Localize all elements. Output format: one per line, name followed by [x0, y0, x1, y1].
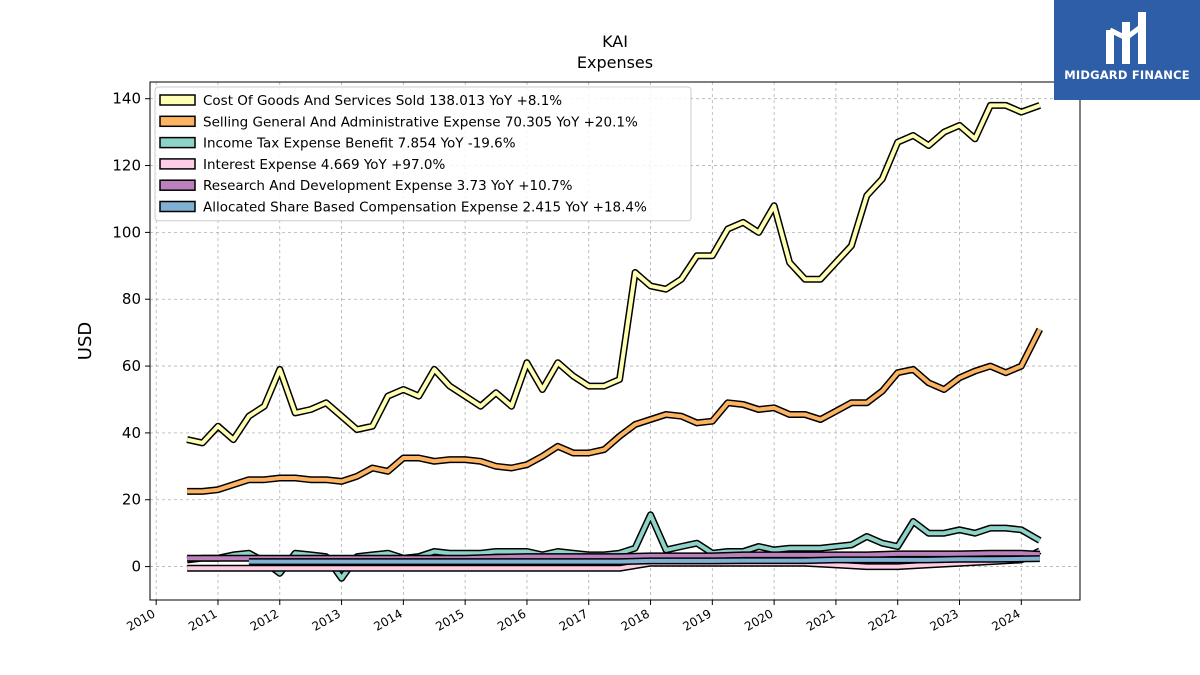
- y-tick-label: 80: [122, 290, 141, 308]
- y-tick-label: 40: [122, 424, 141, 442]
- legend-entry: Cost Of Goods And Services Sold 138.013 …: [203, 93, 562, 109]
- x-tick-label: 2022: [866, 606, 899, 633]
- chart-subtitle: Expenses: [577, 53, 653, 72]
- x-tick-label: 2010: [124, 606, 157, 633]
- x-tick-label: 2012: [248, 606, 281, 633]
- legend-swatch: [159, 115, 196, 128]
- legend-entry: Income Tax Expense Benefit 7.854 YoY -19…: [203, 136, 516, 152]
- logo-mark-icon: [1106, 12, 1146, 64]
- legend-entry: Research And Development Expense 3.73 Yo…: [203, 178, 573, 194]
- x-axis: 2010 2011 2012 2013 2014 2015 2016 2017 2018 2019…: [124, 600, 1023, 634]
- x-tick-label: 2018: [619, 606, 652, 633]
- series-line: [187, 549, 1041, 571]
- series-0: [186, 101, 1041, 447]
- y-tick-label: 120: [112, 157, 141, 175]
- series-line: [187, 328, 1042, 494]
- y-tick-label: 100: [112, 223, 141, 241]
- x-tick-label: 2019: [680, 606, 713, 633]
- legend: Cost Of Goods And Services Sold 138.013 …: [154, 86, 692, 222]
- legend-entry: Interest Expense 4.669 YoY +97.0%: [203, 157, 445, 173]
- y-tick-label: 140: [112, 90, 141, 108]
- y-tick-label: 60: [122, 357, 141, 375]
- legend-entry: Allocated Share Based Compensation Expen…: [203, 200, 647, 216]
- x-tick-label: 2024: [989, 606, 1022, 633]
- x-tick-label: 2013: [310, 606, 343, 633]
- legend-entry: Selling General And Administrative Expen…: [203, 114, 638, 130]
- legend-swatch: [159, 94, 196, 106]
- series-3: [187, 547, 1042, 572]
- legend-box: [154, 86, 692, 222]
- x-tick-label: 2014: [371, 606, 404, 633]
- series-layer: [186, 101, 1043, 582]
- y-axis-label: USD: [75, 322, 96, 360]
- plot-frame: [149, 81, 1081, 601]
- x-tick-label: 2017: [557, 606, 590, 633]
- series-line: [186, 103, 1041, 445]
- x-tick-label: 2020: [742, 606, 775, 633]
- x-tick-label: 2011: [186, 606, 219, 633]
- series-5: [248, 555, 1040, 566]
- legend-swatch: [159, 158, 196, 170]
- series-1: [187, 327, 1043, 495]
- chart-title: KAI: [602, 32, 628, 51]
- y-axis: 0 20 40 60 80 100 120 140: [112, 90, 150, 576]
- legend-swatch: [159, 179, 196, 191]
- x-tick-label: 2021: [804, 606, 837, 633]
- legend-swatch: [159, 136, 196, 149]
- series-line: [248, 556, 1040, 564]
- legend-swatch: [159, 200, 196, 213]
- x-tick-label: 2016: [495, 606, 528, 633]
- x-tick-label: 2023: [928, 606, 961, 633]
- y-tick-label: 0: [131, 558, 141, 576]
- brand-logo: MIDGARD FINANCE: [1054, 0, 1200, 100]
- y-tick-label: 20: [122, 491, 141, 509]
- x-tick-label: 2015: [433, 606, 466, 633]
- brand-name: MIDGARD FINANCE: [1064, 68, 1190, 82]
